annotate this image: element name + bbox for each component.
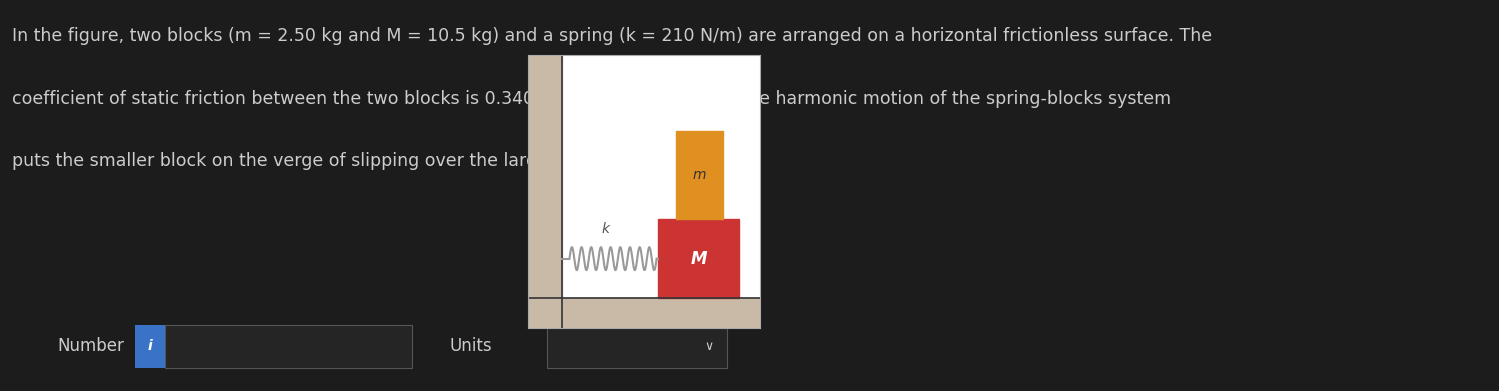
Text: i: i bbox=[147, 339, 153, 353]
Text: k: k bbox=[601, 222, 610, 235]
Bar bbox=[165, 325, 412, 368]
Bar bbox=[547, 325, 727, 368]
Bar bbox=[658, 219, 739, 298]
Bar bbox=[528, 298, 760, 328]
Text: ∨: ∨ bbox=[705, 339, 714, 353]
Text: Units: Units bbox=[450, 337, 492, 355]
Text: m: m bbox=[693, 168, 706, 182]
Text: In the figure, two blocks (m = 2.50 kg and M = 10.5 kg) and a spring (k = 210 N/: In the figure, two blocks (m = 2.50 kg a… bbox=[12, 27, 1213, 45]
Text: puts the smaller block on the verge of slipping over the larger block?: puts the smaller block on the verge of s… bbox=[12, 152, 616, 170]
Text: coefficient of static friction between the two blocks is 0.340. What amplitude o: coefficient of static friction between t… bbox=[12, 90, 1171, 108]
Text: Number: Number bbox=[57, 337, 124, 355]
Bar bbox=[676, 131, 723, 219]
Text: M: M bbox=[690, 249, 706, 268]
Bar bbox=[528, 55, 562, 328]
FancyBboxPatch shape bbox=[135, 325, 165, 368]
